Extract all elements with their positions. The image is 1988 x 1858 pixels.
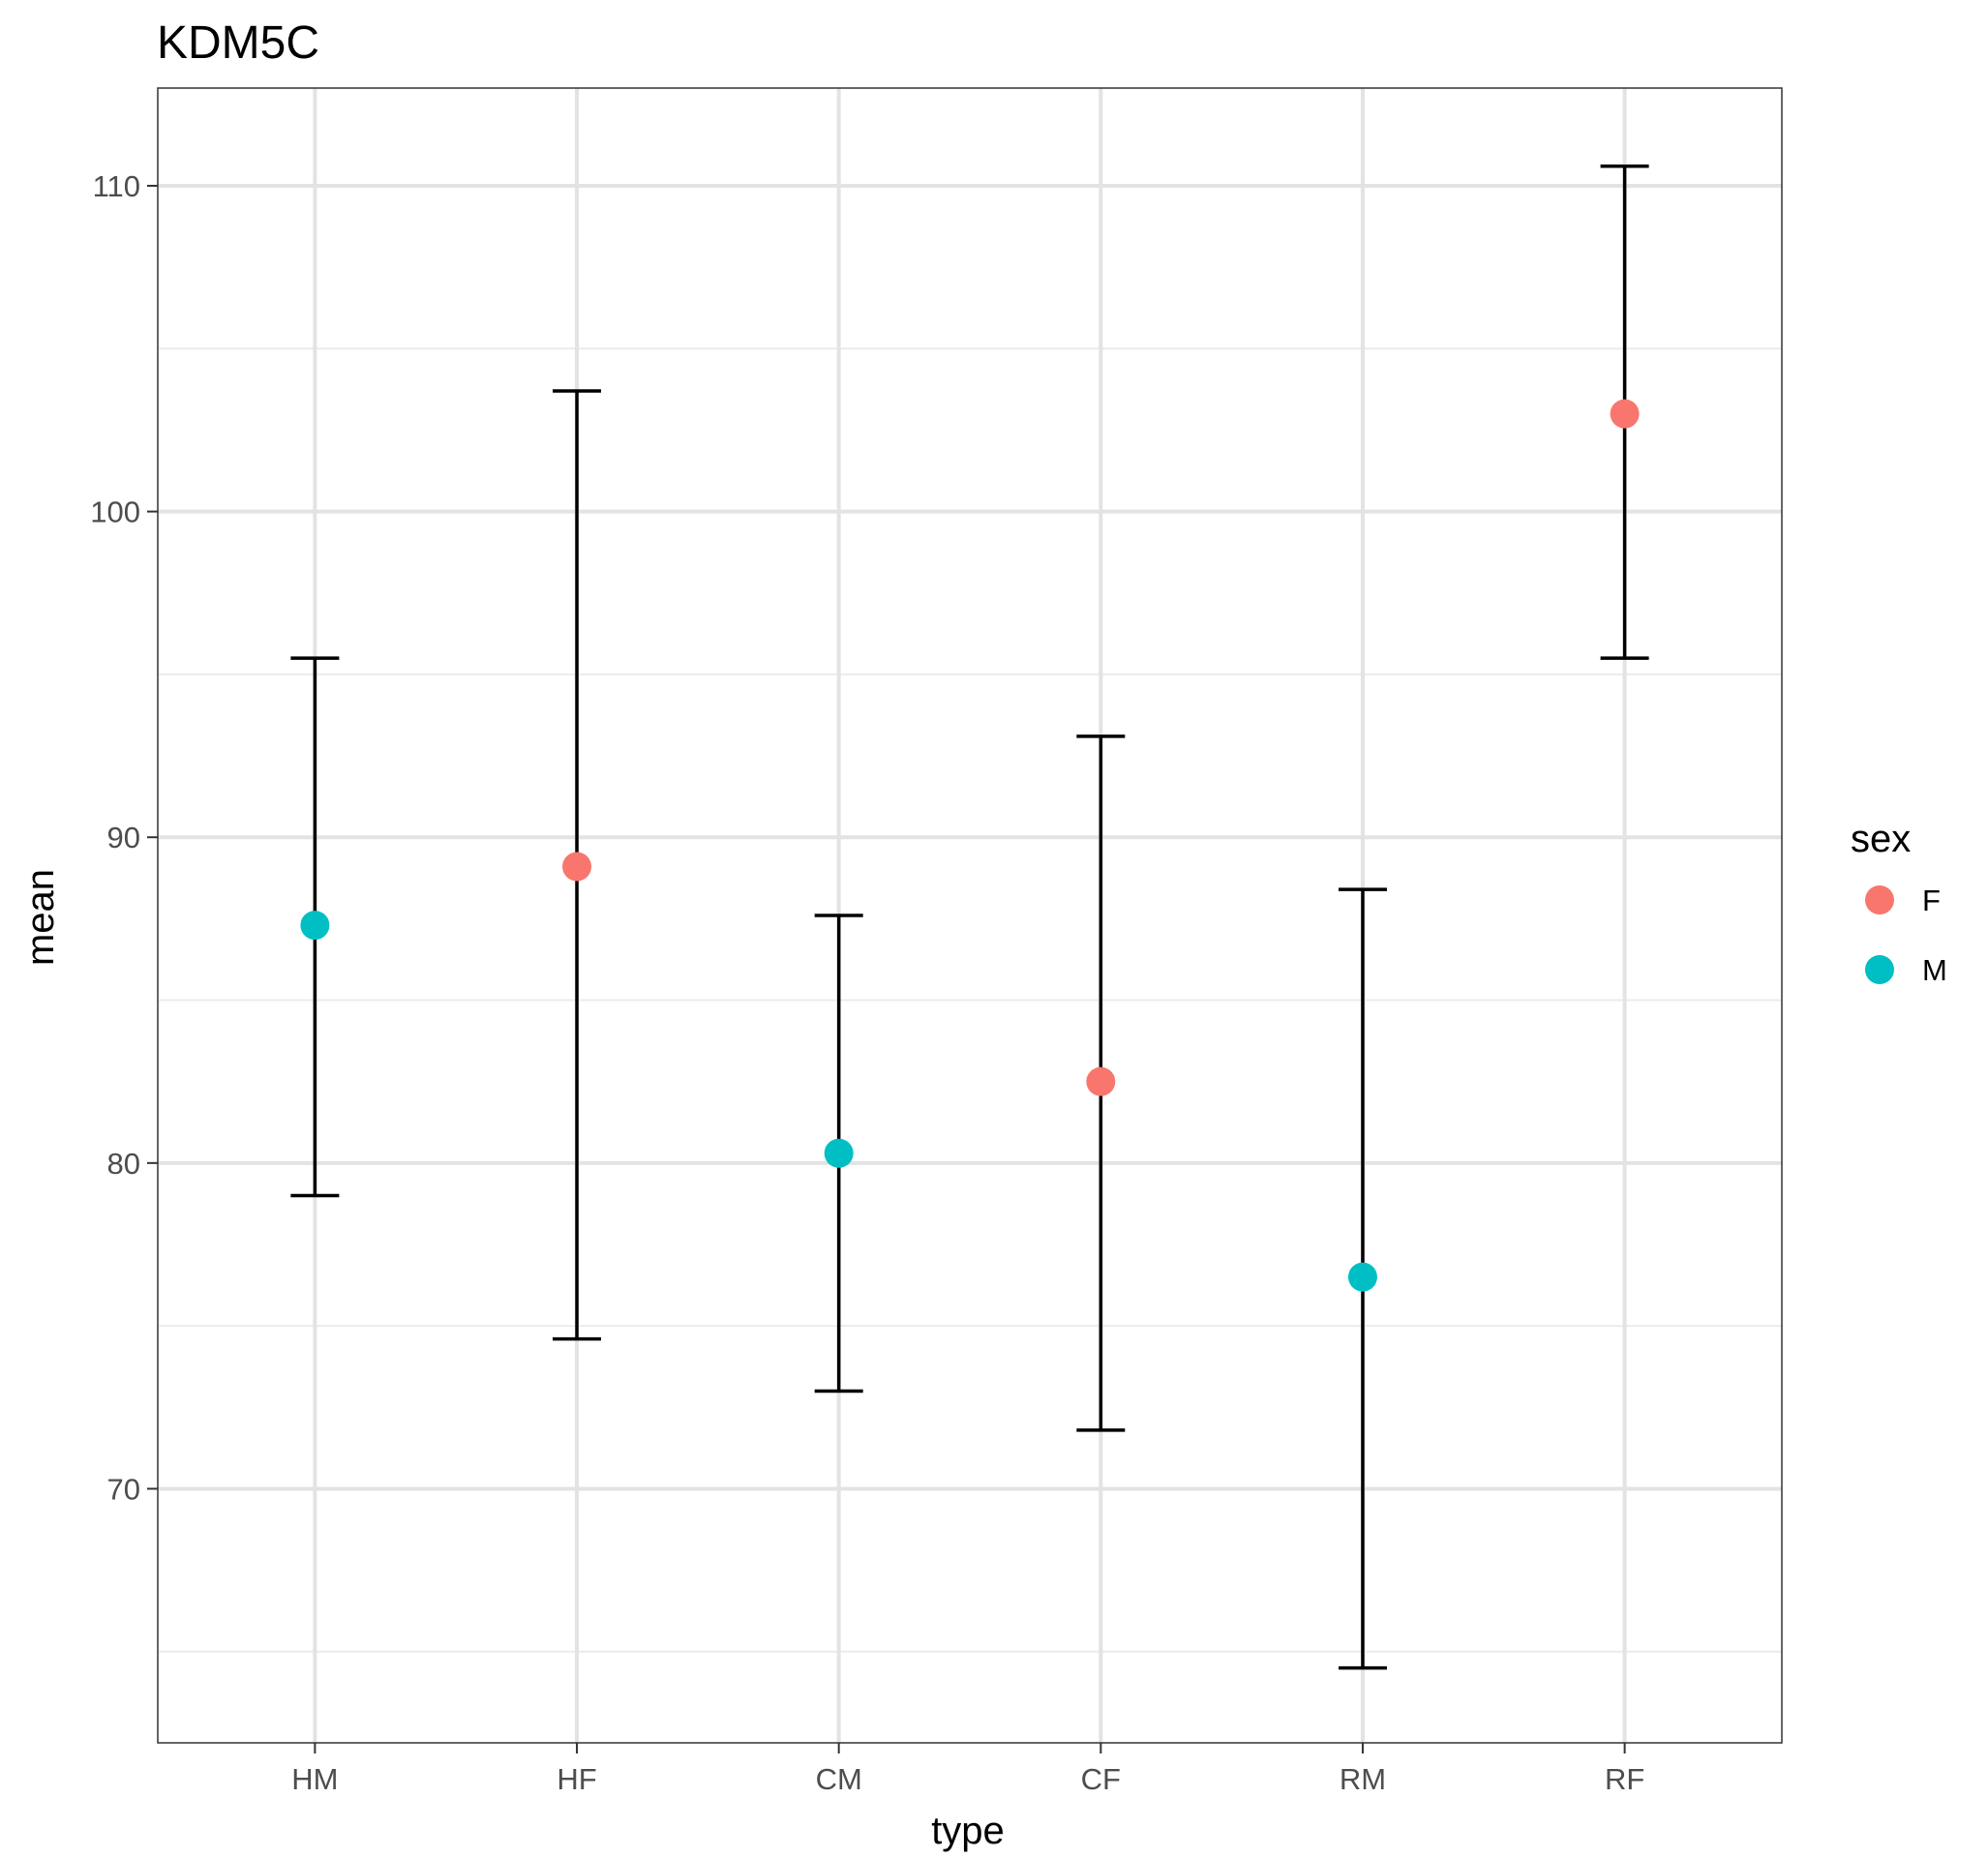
legend-entries: FM: [1865, 884, 1947, 987]
y-tick-label: 70: [107, 1472, 140, 1506]
plot-border: [157, 87, 1783, 1744]
y-tick-label: 80: [107, 1147, 140, 1181]
legend-label: F: [1922, 884, 1941, 917]
x-axis: HM HF CM CF RM RF: [291, 1743, 1644, 1796]
x-tick-label: RM: [1340, 1762, 1386, 1796]
data-point-HF: [562, 852, 592, 882]
legend-key-M: [1865, 955, 1894, 984]
x-tick-label: CF: [1081, 1762, 1121, 1796]
legend-key-F: [1865, 885, 1894, 914]
x-tick-label: HF: [557, 1762, 596, 1796]
y-tick-label: 110: [93, 169, 140, 203]
data-point-RM: [1347, 1262, 1377, 1292]
grid-minor: [158, 347, 1782, 1653]
legend-title: sex: [1851, 818, 1911, 860]
data-points: [300, 399, 1640, 1292]
data-point-HM: [300, 911, 330, 941]
chart-title: KDM5C: [157, 17, 319, 69]
y-axis: 70 80 90 100 110: [90, 169, 158, 1506]
legend-label: M: [1922, 953, 1947, 987]
plot-panel: [158, 88, 1782, 1743]
x-tick-label: HM: [291, 1762, 338, 1796]
data-point-RF: [1610, 399, 1640, 429]
x-axis-title: type: [931, 1810, 1005, 1852]
legend: sex FM: [1851, 818, 1947, 987]
x-tick-label: CM: [816, 1762, 862, 1796]
data-point-CF: [1086, 1066, 1116, 1096]
y-tick-label: 100: [90, 495, 140, 529]
y-tick-label: 90: [107, 821, 140, 854]
x-tick-label: RF: [1605, 1762, 1644, 1796]
data-point-CM: [824, 1138, 854, 1168]
y-axis-title: mean: [19, 869, 62, 966]
